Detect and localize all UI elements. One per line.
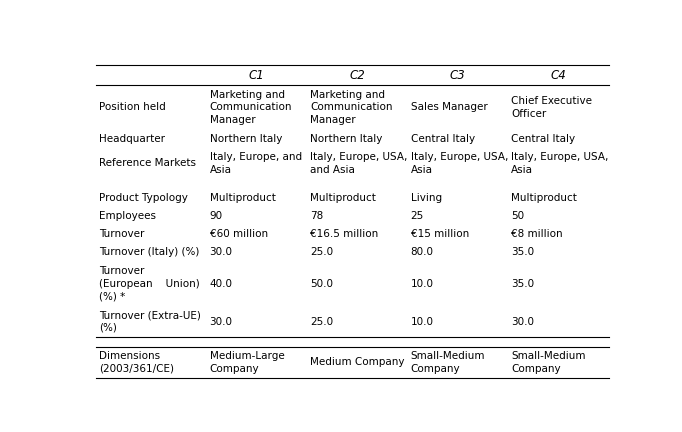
Text: Position held: Position held [99, 102, 166, 112]
Text: Medium-Large
Company: Medium-Large Company [209, 351, 284, 374]
Text: Marketing and
Communication
Manager: Marketing and Communication Manager [209, 90, 292, 125]
Text: €16.5 million: €16.5 million [310, 229, 379, 239]
Text: Dimensions
(2003/361/CE): Dimensions (2003/361/CE) [99, 351, 174, 374]
Text: Northern Italy: Northern Italy [310, 134, 383, 144]
Text: 35.0: 35.0 [511, 279, 534, 289]
Text: 50: 50 [511, 211, 524, 221]
Text: 10.0: 10.0 [411, 317, 434, 327]
Text: €8 million: €8 million [511, 229, 563, 239]
Text: Headquarter: Headquarter [99, 134, 165, 144]
Text: Italy, Europe, USA,
and Asia: Italy, Europe, USA, and Asia [310, 152, 407, 175]
Text: Medium Company: Medium Company [310, 357, 404, 367]
Text: Turnover (Italy) (%): Turnover (Italy) (%) [99, 248, 199, 257]
Text: Small-Medium
Company: Small-Medium Company [411, 351, 485, 374]
Text: Multiproduct: Multiproduct [209, 193, 276, 203]
Text: Central Italy: Central Italy [511, 134, 576, 144]
Text: 30.0: 30.0 [209, 248, 233, 257]
Text: 40.0: 40.0 [209, 279, 233, 289]
Text: Turnover (Extra-UE)
(%): Turnover (Extra-UE) (%) [99, 310, 201, 333]
Text: 30.0: 30.0 [511, 317, 534, 327]
Text: Italy, Europe, USA,
Asia: Italy, Europe, USA, Asia [411, 152, 508, 175]
Text: 10.0: 10.0 [411, 279, 434, 289]
Text: C1: C1 [249, 69, 265, 82]
Text: Sales Manager: Sales Manager [411, 102, 488, 112]
Text: Product Typology: Product Typology [99, 193, 188, 203]
Text: 35.0: 35.0 [511, 248, 534, 257]
Text: Chief Executive
Officer: Chief Executive Officer [511, 96, 592, 119]
Text: 50.0: 50.0 [310, 279, 333, 289]
Text: Turnover: Turnover [99, 229, 145, 239]
Text: 30.0: 30.0 [209, 317, 233, 327]
Text: Italy, Europe, USA,
Asia: Italy, Europe, USA, Asia [511, 152, 608, 175]
Text: Central Italy: Central Italy [411, 134, 475, 144]
Text: Living: Living [411, 193, 442, 203]
Text: Northern Italy: Northern Italy [209, 134, 282, 144]
Text: C4: C4 [550, 69, 566, 82]
Text: €15 million: €15 million [411, 229, 469, 239]
Text: 80.0: 80.0 [411, 248, 434, 257]
Text: Multiproduct: Multiproduct [511, 193, 577, 203]
Text: 25: 25 [411, 211, 424, 221]
Text: €60 million: €60 million [209, 229, 268, 239]
Text: Multiproduct: Multiproduct [310, 193, 376, 203]
Text: 25.0: 25.0 [310, 248, 333, 257]
Text: Turnover
(European    Union)
(%) *: Turnover (European Union) (%) * [99, 267, 200, 301]
Text: Employees: Employees [99, 211, 156, 221]
Text: Italy, Europe, and
Asia: Italy, Europe, and Asia [209, 152, 301, 175]
Text: 78: 78 [310, 211, 323, 221]
Text: 90: 90 [209, 211, 223, 221]
Text: Reference Markets: Reference Markets [99, 159, 196, 168]
Text: C2: C2 [349, 69, 365, 82]
Text: 25.0: 25.0 [310, 317, 333, 327]
Text: Small-Medium
Company: Small-Medium Company [511, 351, 586, 374]
Text: Marketing and
Communication
Manager: Marketing and Communication Manager [310, 90, 393, 125]
Text: C3: C3 [450, 69, 466, 82]
